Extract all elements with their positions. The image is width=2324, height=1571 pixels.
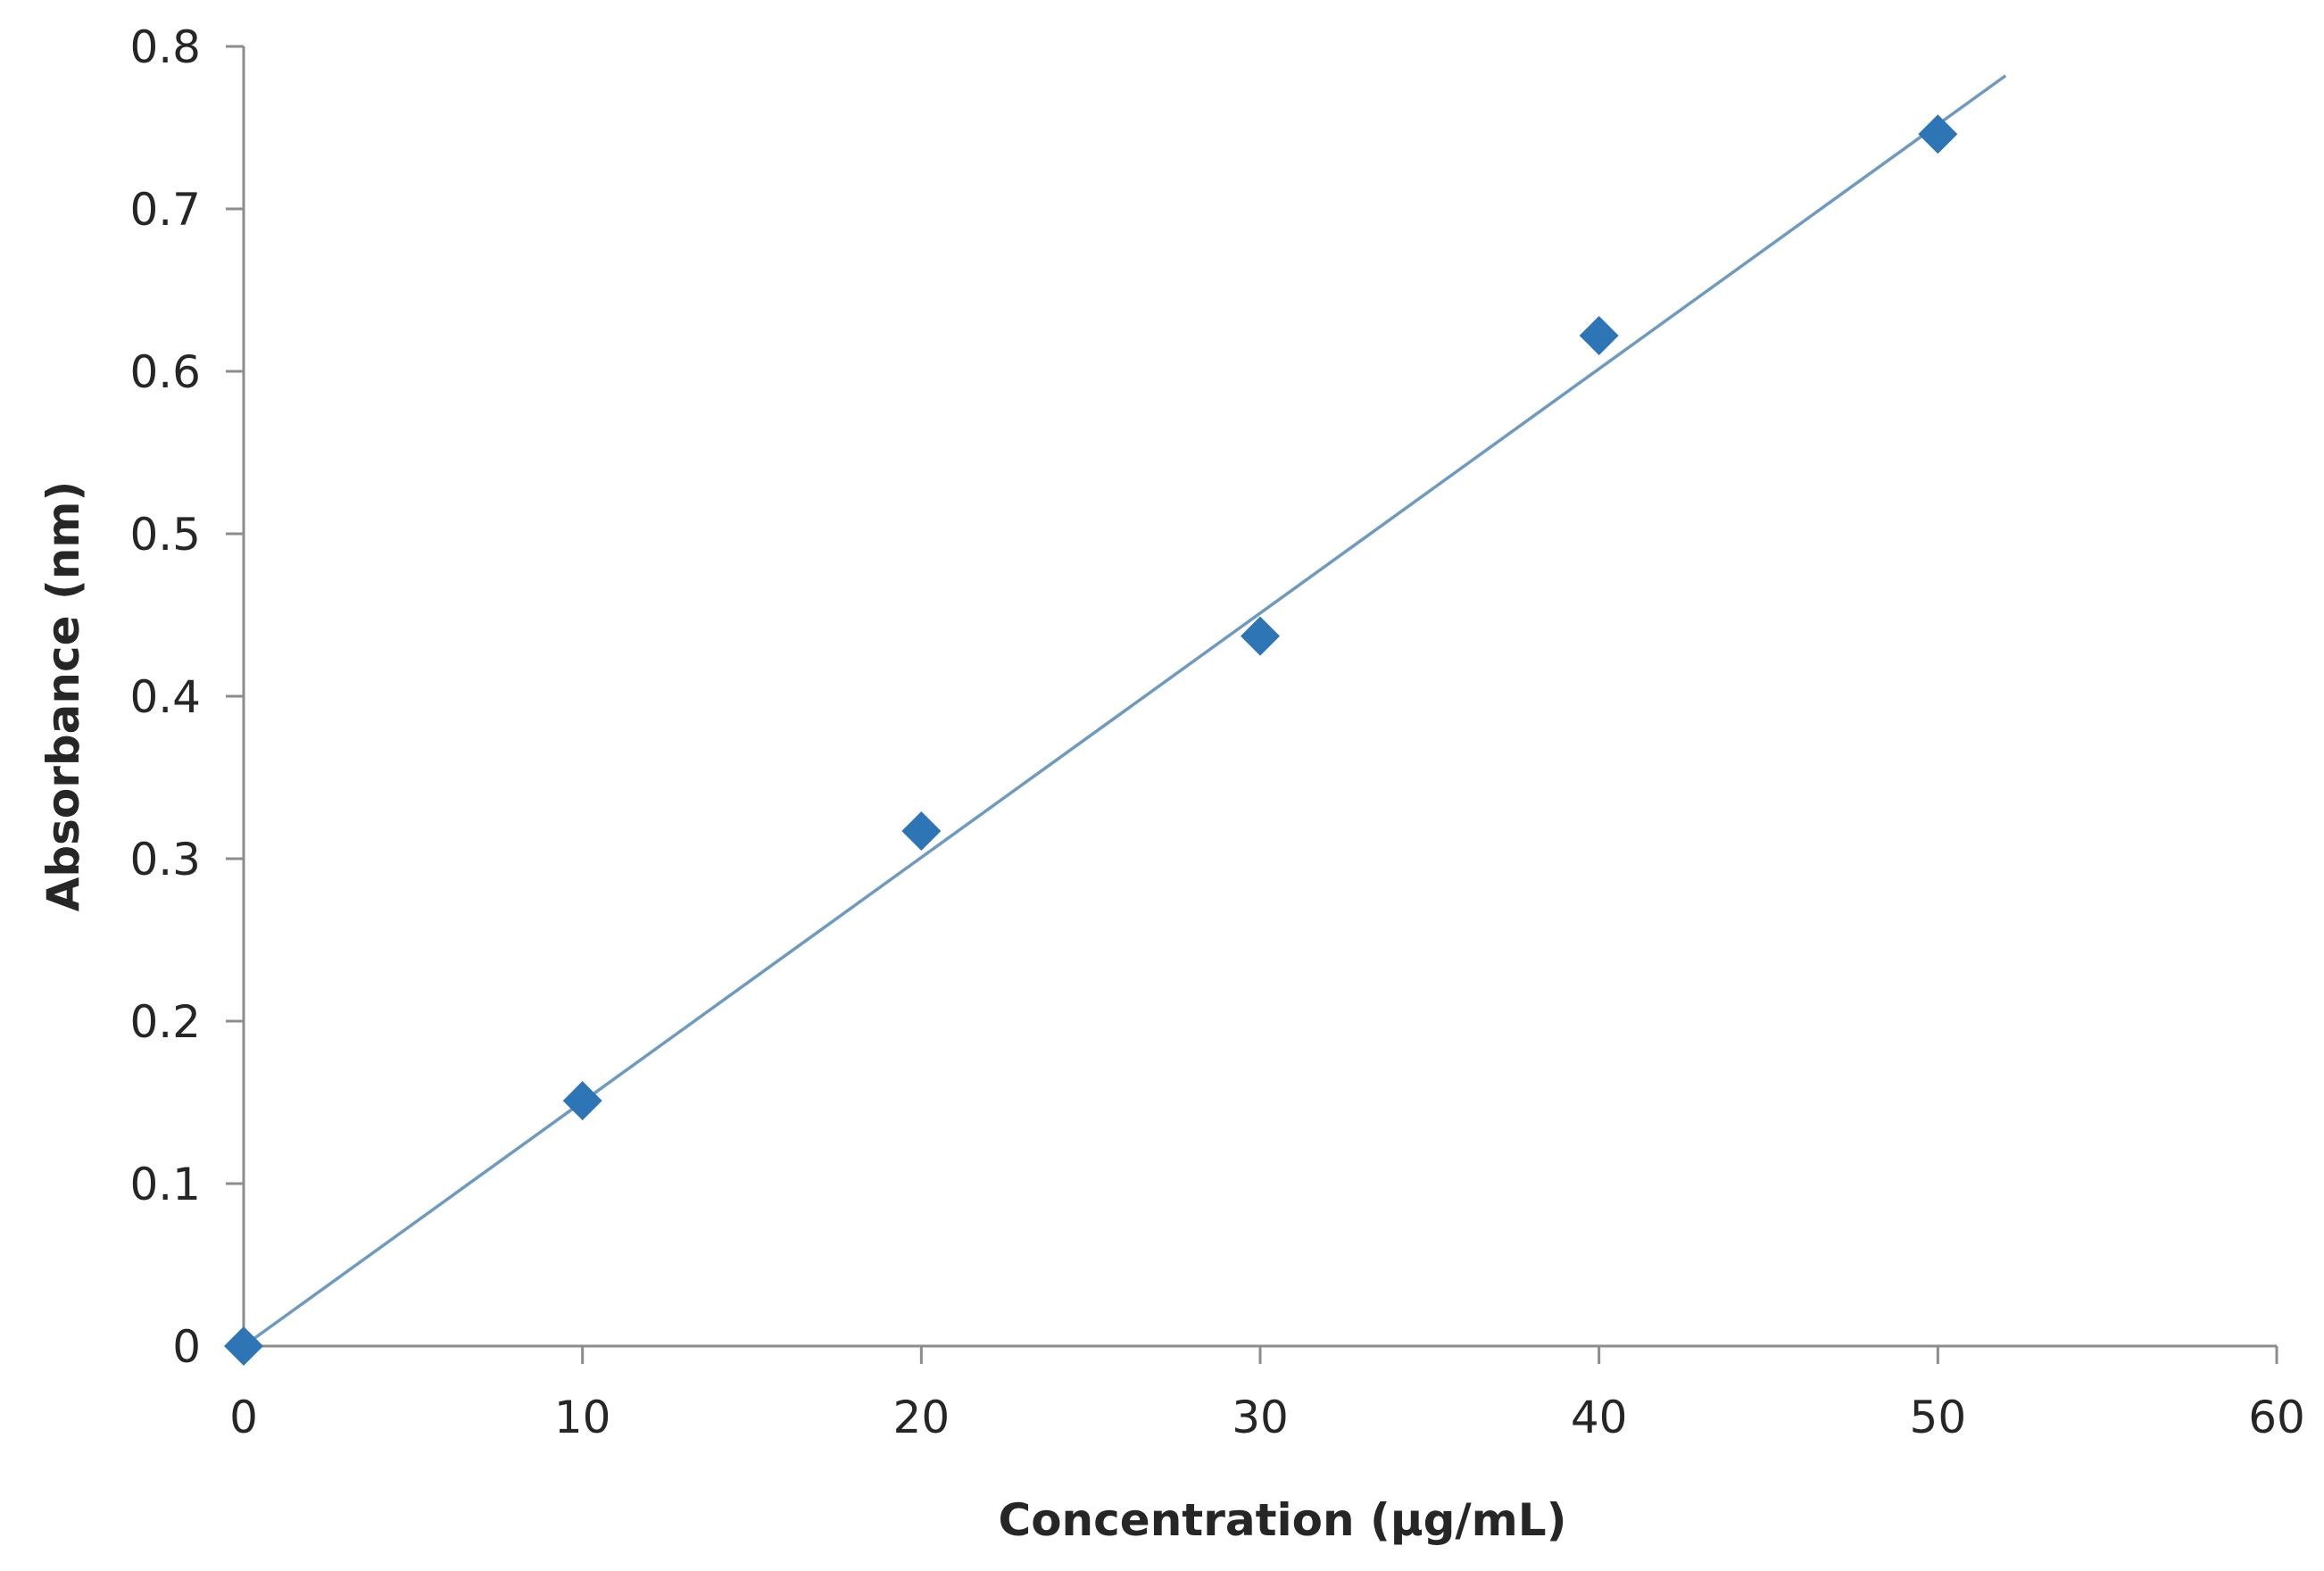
y-tick-label: 0.5	[129, 509, 201, 561]
y-tick-label: 0.4	[129, 671, 201, 723]
y-tick-label: 0.6	[129, 346, 201, 398]
data-point	[1579, 315, 1619, 355]
y-tick-label: 0	[172, 1321, 201, 1373]
trendline-group	[242, 74, 2007, 1348]
y-tick-label: 0.1	[129, 1159, 201, 1210]
data-point	[562, 1081, 602, 1121]
x-tick-label: 10	[554, 1392, 611, 1443]
trendline	[242, 74, 2007, 1348]
y-tick-label: 0.7	[129, 184, 201, 236]
tick-labels: 0 0.1 0.2 0.3 0.4 0.5 0.6 0.7 0.8 0 10 20 30 40 50 60	[129, 21, 2304, 1443]
axes	[242, 46, 2277, 1348]
x-tick-label: 20	[893, 1392, 950, 1443]
data-point	[901, 811, 942, 852]
x-tick-label: 0	[229, 1392, 258, 1443]
data-point	[224, 1326, 263, 1366]
x-tick-label: 30	[1232, 1392, 1289, 1443]
data-points	[224, 114, 1958, 1366]
y-tick-label: 0.3	[129, 834, 201, 885]
data-point	[1918, 114, 1958, 154]
x-tick-label: 60	[2248, 1392, 2305, 1443]
y-axis-title: Absorbance (nm)	[37, 481, 89, 912]
ticks	[226, 45, 2278, 1364]
data-point	[1241, 616, 1280, 656]
x-axis-title: Concentration (µg/mL)	[999, 1494, 1567, 1546]
y-tick-label: 0.8	[129, 21, 201, 73]
y-tick-label: 0.2	[129, 996, 201, 1048]
x-tick-label: 40	[1571, 1392, 1628, 1443]
x-tick-label: 50	[1910, 1392, 1967, 1443]
